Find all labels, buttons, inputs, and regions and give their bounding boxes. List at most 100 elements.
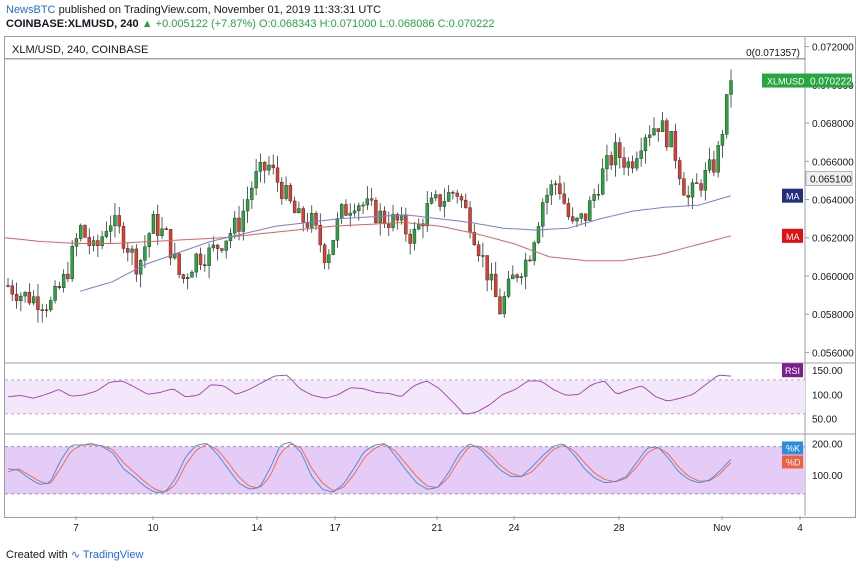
candle-body [558,183,562,195]
stoch-d-badge-text: %D [786,457,801,467]
candle-body [472,232,477,245]
rsi-line [7,374,732,415]
candle-body [254,171,258,189]
candle-body [408,233,412,244]
candle-body [335,218,340,241]
y-tick-label: 0.064000 [812,196,854,207]
candle-body [292,200,297,214]
candle-body [31,296,36,304]
tradingview-link[interactable]: TradingView [82,549,144,561]
candle-body [318,225,323,246]
candle-body [515,274,519,279]
footer: Created with ∿ TradingView [6,548,143,561]
candle-body [665,120,669,148]
candle-body [618,142,622,158]
candle-body [190,271,194,278]
stoch-d-line [7,443,732,493]
candle-body [494,273,498,298]
candle-body [348,212,352,216]
candle-body [464,199,468,208]
candle-body [357,205,361,212]
candle-body [588,200,592,221]
candle-body [511,274,515,280]
rsi-tick-label: 100.00 [812,390,843,401]
price-symbol-badge [762,73,807,88]
ma-fast-line [79,195,732,292]
candle-body [168,229,173,259]
x-tick-label: 10 [147,523,159,534]
candle-body [331,240,335,255]
ma-fast-badge-text: MA [786,192,800,202]
brand-link[interactable]: NewsBTC [6,4,56,16]
stoch-d-badge [782,455,803,469]
candle-body [481,255,485,257]
candles-group [6,69,733,323]
candle-body [374,200,378,223]
candle-body [275,167,280,183]
stoch-band [5,446,805,494]
candle-body [352,210,357,214]
candle-body [53,286,57,301]
candle-body [134,248,139,275]
candle-body [656,128,660,132]
candle-body [23,291,27,297]
candle-body [506,278,511,297]
candle-body [143,246,147,261]
rsi-band [5,379,805,414]
candle-body [203,264,207,266]
candle-body [147,233,151,248]
candle-body [673,131,678,161]
candle-body [40,309,44,311]
candle-body [600,168,605,195]
ohlc-values: O:0.068343 H:0.071000 L:0.068086 C:0.070… [259,18,495,30]
pane-symbol-label: XLM/USD, 240, COINBASE [12,44,149,56]
candle-body [121,225,126,249]
y-tick-label: 0.058000 [812,310,854,321]
candle-body [677,160,682,179]
candle-body [361,204,365,207]
candle-body [707,159,712,171]
tradingview-logo-icon: ∿ [70,549,81,561]
candle-body [70,246,74,280]
candle-body [446,192,451,202]
candle-body [207,247,211,266]
candle-body [669,131,673,148]
price-symbol-text: XLMUSD [767,77,805,87]
candle-body [703,169,708,191]
candle-body [395,214,400,221]
x-tick-label: 24 [508,523,520,534]
candle-body [14,294,19,302]
price-value-text: 0.070222 [810,77,852,88]
stoch-k-badge-text: %K [786,443,800,453]
candle-body [686,195,690,198]
candle-body [429,197,434,204]
time-axis: 7 10 14 17 21 24 28 Nov 4 [73,516,803,534]
candle-body [156,214,160,236]
x-tick-label: 4 [797,523,803,534]
candle-body [83,225,87,238]
candle-body [198,253,203,265]
price-value-badge [806,73,852,88]
publish-text: published on TradingView.com, November 0… [58,4,382,16]
candle-body [712,159,716,173]
candle-body [284,185,288,199]
candle-body [288,185,293,202]
candle-body [61,273,66,288]
candle-body [301,208,305,223]
candle-body [699,183,703,191]
candle-body [36,296,40,310]
candle-body [566,203,571,217]
candle-body [365,198,370,206]
candle-body [130,248,134,253]
candle-body [399,214,404,221]
candle-body [545,194,549,203]
candle-body [27,291,32,304]
candle-body [220,248,224,251]
candle-body [237,217,241,232]
candle-body [211,244,216,249]
symbol-info-line: COINBASE:XLMUSD, 240 ▲ +0.005122 (+7.87%… [6,18,495,30]
candle-body [327,254,331,263]
candle-body [378,210,382,223]
candle-body [648,134,652,138]
